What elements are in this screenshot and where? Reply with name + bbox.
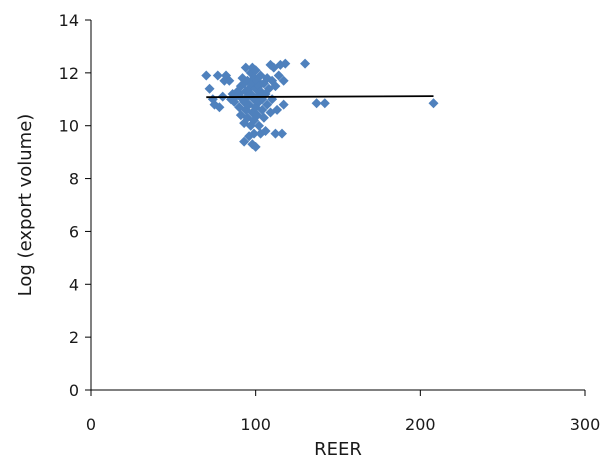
data-point: [260, 126, 271, 136]
data-point: [201, 70, 212, 81]
data-point: [278, 75, 289, 86]
data-point: [214, 102, 225, 113]
y-tick-label: 8: [69, 170, 79, 189]
x-tick-label: 200: [405, 415, 436, 434]
data-point: [250, 141, 261, 152]
data-point: [224, 75, 235, 86]
trend-line: [206, 95, 434, 99]
y-tick-label: 14: [59, 11, 79, 30]
data-point: [240, 62, 251, 73]
x-tick-label: 300: [570, 415, 601, 434]
x-tick-label: 100: [240, 415, 271, 434]
data-point: [275, 59, 286, 70]
data-point: [272, 104, 283, 115]
x-tick-label: 0: [86, 415, 96, 434]
data-point: [253, 120, 264, 131]
data-point: [257, 104, 268, 115]
y-axis-title: Log (export volume): [15, 114, 36, 297]
y-tick-label: 4: [69, 275, 79, 294]
data-point: [428, 98, 439, 109]
data-point: [262, 99, 273, 110]
data-point: [268, 62, 279, 73]
data-point: [319, 98, 330, 109]
x-axis-title: REER: [314, 439, 362, 460]
data-point: [249, 128, 260, 139]
data-point: [204, 83, 215, 94]
data-point: [270, 128, 281, 139]
y-tick-label: 2: [69, 328, 79, 347]
x-axis: 0 100 200 300: [86, 389, 600, 434]
y-tick-group: 0 2 4 6 8 10 12 14: [59, 11, 91, 400]
data-point: [273, 70, 284, 81]
data-point: [311, 98, 322, 109]
data-point: [280, 58, 291, 69]
data-point: [300, 58, 311, 69]
y-tick-label: 12: [59, 64, 79, 83]
data-point: [212, 70, 223, 81]
data-point: [270, 81, 281, 92]
y-tick-label: 6: [69, 222, 79, 241]
x-tick-group: 0 100 200 300: [86, 390, 600, 434]
data-points: [201, 58, 439, 152]
y-axis: 0 2 4 6 8 10 12 14: [59, 11, 92, 400]
data-point: [278, 99, 289, 110]
data-point: [239, 136, 250, 147]
data-point: [258, 112, 269, 123]
y-tick-label: 10: [59, 117, 79, 136]
data-point: [277, 128, 288, 139]
data-point: [250, 65, 261, 76]
y-tick-label: 0: [69, 381, 79, 400]
